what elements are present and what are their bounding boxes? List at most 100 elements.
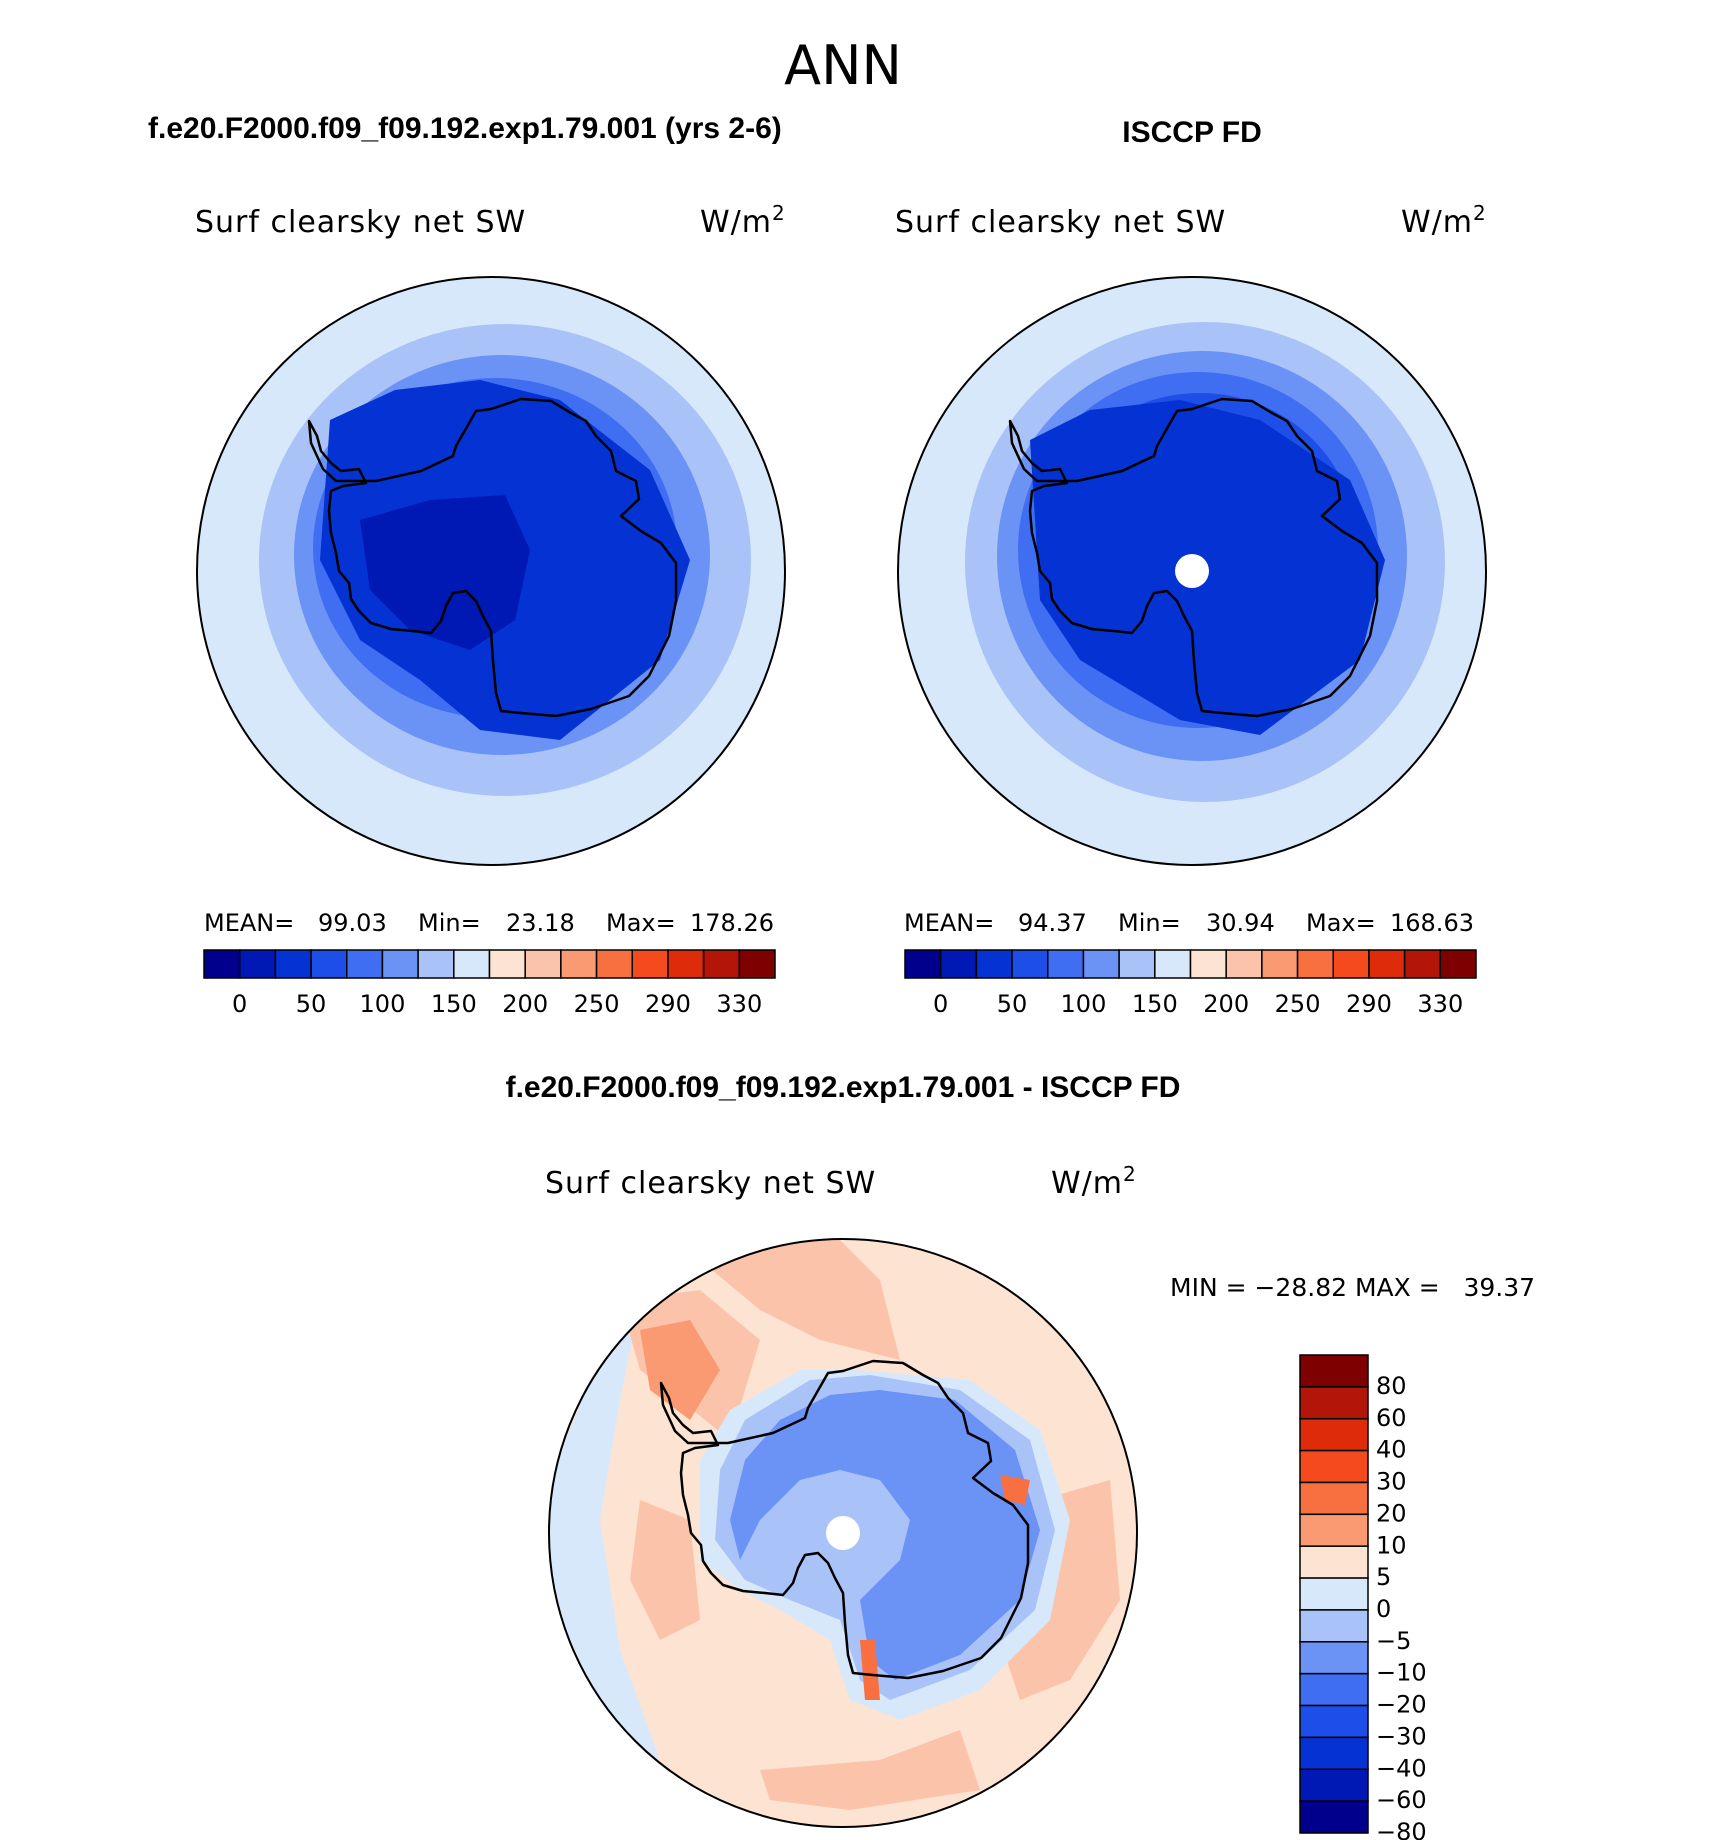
colorbar-swatch (1299, 1736, 1369, 1771)
colorbar-tick-label: 200 (1203, 990, 1249, 1018)
page-title: ANN (784, 34, 902, 97)
units-label: W/m2 (700, 201, 786, 240)
units-label: W/m2 (1401, 201, 1487, 240)
colorbar-tick-label: 40 (1376, 1436, 1407, 1464)
colorbar-swatch (667, 949, 705, 979)
panel-difference: f.e20.F2000.f09_f09.192.exp1.79.001 - IS… (506, 1071, 1535, 1840)
colorbar-tick-label: 100 (360, 990, 406, 1018)
colorbar-swatch (1118, 949, 1156, 979)
units-exponent: 2 (772, 201, 786, 225)
colorbar-swatch (1299, 1800, 1369, 1834)
max-value: 178.26 (690, 909, 774, 937)
colorbar-swatch (310, 949, 348, 979)
colorbar-swatch (1225, 949, 1263, 979)
colorbar-tick-label: −80 (1376, 1818, 1427, 1840)
colorbar-tick-label: 10 (1376, 1531, 1407, 1559)
colorbar-tick-label: −10 (1376, 1659, 1427, 1687)
colorbar: 80 60 40 30 20 10 5 0 −5 −10 −20 −30 −40 −60 −80 (1299, 1354, 1427, 1840)
mean-value: 99.03 (318, 909, 387, 937)
stats-line: MEAN= 94.37 Min= 30.94 Max= 168.63 (904, 909, 1474, 937)
variable-label: Surf clearsky net SW (895, 205, 1226, 240)
colorbar-tick-label: 100 (1061, 990, 1107, 1018)
max-value: 168.63 (1390, 909, 1474, 937)
colorbar: 0 50 100 150 200 250 290 330 (203, 949, 776, 1018)
min-max-stats: MIN = −28.82 MAX = 39.37 (1170, 1273, 1535, 1302)
pole-hole (826, 1516, 860, 1550)
polar-map (197, 277, 785, 865)
colorbar-tick-label: 30 (1376, 1468, 1407, 1496)
colorbar-tick-label: 0 (1376, 1595, 1391, 1623)
units-base: W/m (1401, 205, 1473, 240)
colorbar-swatch (1439, 949, 1477, 979)
colorbar-tick-label: 0 (933, 990, 948, 1018)
colorbar-swatch (1299, 1449, 1369, 1484)
min-value: 23.18 (506, 909, 575, 937)
colorbar-tick-label: −5 (1376, 1627, 1411, 1655)
colorbar: 0 50 100 150 200 250 290 330 (904, 949, 1477, 1018)
colorbar-tick-label: 5 (1376, 1563, 1391, 1591)
colorbar-tick-label: 150 (431, 990, 477, 1018)
colorbar-swatch (346, 949, 384, 979)
units-exponent: 2 (1123, 1162, 1137, 1186)
colorbar-swatch (381, 949, 419, 979)
colorbar-swatch (453, 949, 491, 979)
colorbar-swatch (1299, 1417, 1369, 1452)
colorbar-tick-label: 250 (1275, 990, 1321, 1018)
panel-heading: f.e20.F2000.f09_f09.192.exp1.79.001 (yrs… (148, 112, 782, 145)
colorbar-swatch (1299, 1768, 1369, 1802)
colorbar-swatch (702, 949, 741, 979)
colorbar-swatch (1299, 1672, 1369, 1707)
variable-label: Surf clearsky net SW (195, 205, 526, 240)
units-label: W/m2 (1051, 1162, 1137, 1201)
colorbar-swatch (1296, 949, 1334, 979)
colorbar-tick-label: 150 (1132, 990, 1178, 1018)
colorbar-tick-label: 60 (1376, 1404, 1407, 1432)
panel-heading: ISCCP FD (1122, 116, 1261, 149)
min-label: Min= (1118, 909, 1181, 937)
colorbar-tick-label: 250 (574, 990, 620, 1018)
min-label: Min= (418, 909, 481, 937)
pole-hole (1175, 554, 1209, 588)
colorbar-swatch (1299, 1609, 1369, 1643)
colorbar-swatch (1082, 949, 1120, 979)
colorbar-swatch (1299, 1386, 1369, 1420)
colorbar-swatch (738, 949, 776, 979)
panel-model: f.e20.F2000.f09_f09.192.exp1.79.001 (yrs… (148, 112, 786, 1018)
colorbar-swatch (417, 949, 455, 979)
colorbar-tick-label: 0 (232, 990, 247, 1018)
stats-line: MEAN= 99.03 Min= 23.18 Max= 178.26 (204, 909, 774, 937)
colorbar-swatch (1299, 1545, 1369, 1579)
colorbar-swatch (1261, 949, 1299, 979)
colorbar-swatch (203, 949, 241, 979)
colorbar-tick-label: 200 (502, 990, 548, 1018)
colorbar-swatch (1011, 949, 1049, 979)
units-base: W/m (1051, 1166, 1123, 1201)
polar-map (898, 277, 1486, 865)
colorbar-tick-label: 80 (1376, 1372, 1407, 1400)
colorbar-swatch (1332, 949, 1370, 979)
colorbar-swatch (488, 949, 526, 979)
colorbar-tick-label: 290 (645, 990, 691, 1018)
map-boundary (548, 1238, 1138, 1828)
colorbar-swatch (524, 949, 562, 979)
max-label: Max= (1306, 909, 1376, 937)
map-boundary (897, 276, 1487, 866)
colorbar-tick-label: −60 (1376, 1786, 1427, 1814)
colorbar-swatch (939, 949, 978, 979)
colorbar-swatch (904, 949, 942, 979)
colorbar-tick-label: 290 (1346, 990, 1392, 1018)
variable-label: Surf clearsky net SW (545, 1166, 876, 1201)
mean-value: 94.37 (1018, 909, 1087, 937)
colorbar-swatch (1299, 1481, 1369, 1516)
mean-label: MEAN= (904, 909, 994, 937)
colorbar-tick-label: 20 (1376, 1499, 1407, 1527)
colorbar-tick-label: 330 (716, 990, 762, 1018)
panel-observations: ISCCP FD Surf clearsky net SW W/m2 MEAN=… (895, 116, 1487, 1018)
colorbar-swatch (1299, 1704, 1369, 1739)
colorbar-swatch (1299, 1577, 1369, 1611)
units-base: W/m (700, 205, 772, 240)
units-exponent: 2 (1473, 201, 1487, 225)
colorbar-tick-label: −20 (1376, 1691, 1427, 1719)
min-value: 30.94 (1206, 909, 1275, 937)
